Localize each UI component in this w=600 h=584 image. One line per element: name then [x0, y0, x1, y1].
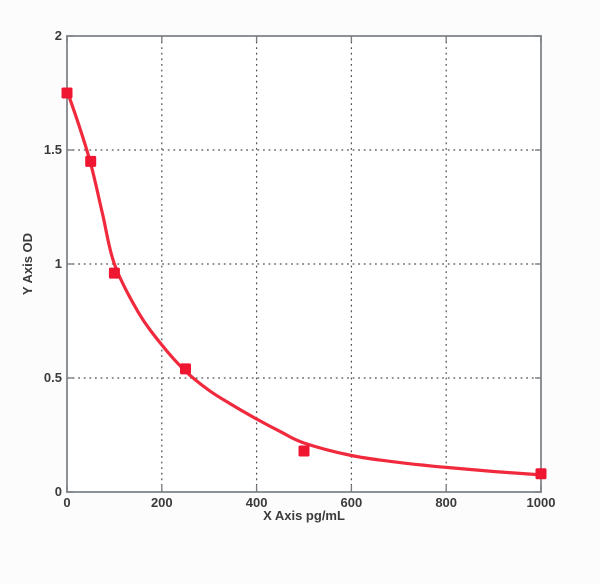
x-axis-label: X Axis pg/mL: [263, 508, 345, 523]
data-point-marker: [108, 267, 120, 279]
y-tick-label: 1: [54, 256, 62, 271]
data-point-marker: [61, 87, 73, 99]
data-point-marker: [298, 445, 310, 457]
y-tick-label: 2: [54, 28, 62, 43]
data-point-marker: [535, 468, 547, 480]
y-tick-label: 1.5: [43, 142, 62, 157]
data-point-marker: [85, 155, 97, 167]
x-tick-label: 0: [63, 495, 71, 510]
x-tick-label: 400: [245, 495, 268, 510]
x-tick-label: 800: [435, 495, 458, 510]
x-tick-label: 600: [340, 495, 363, 510]
x-tick-label: 1000: [526, 495, 556, 510]
x-tick-label: 200: [150, 495, 173, 510]
y-tick-label: 0: [54, 484, 62, 499]
data-point-marker: [180, 363, 191, 375]
fitted-curve: [65, 89, 543, 477]
y-tick-label: 0.5: [43, 370, 62, 385]
